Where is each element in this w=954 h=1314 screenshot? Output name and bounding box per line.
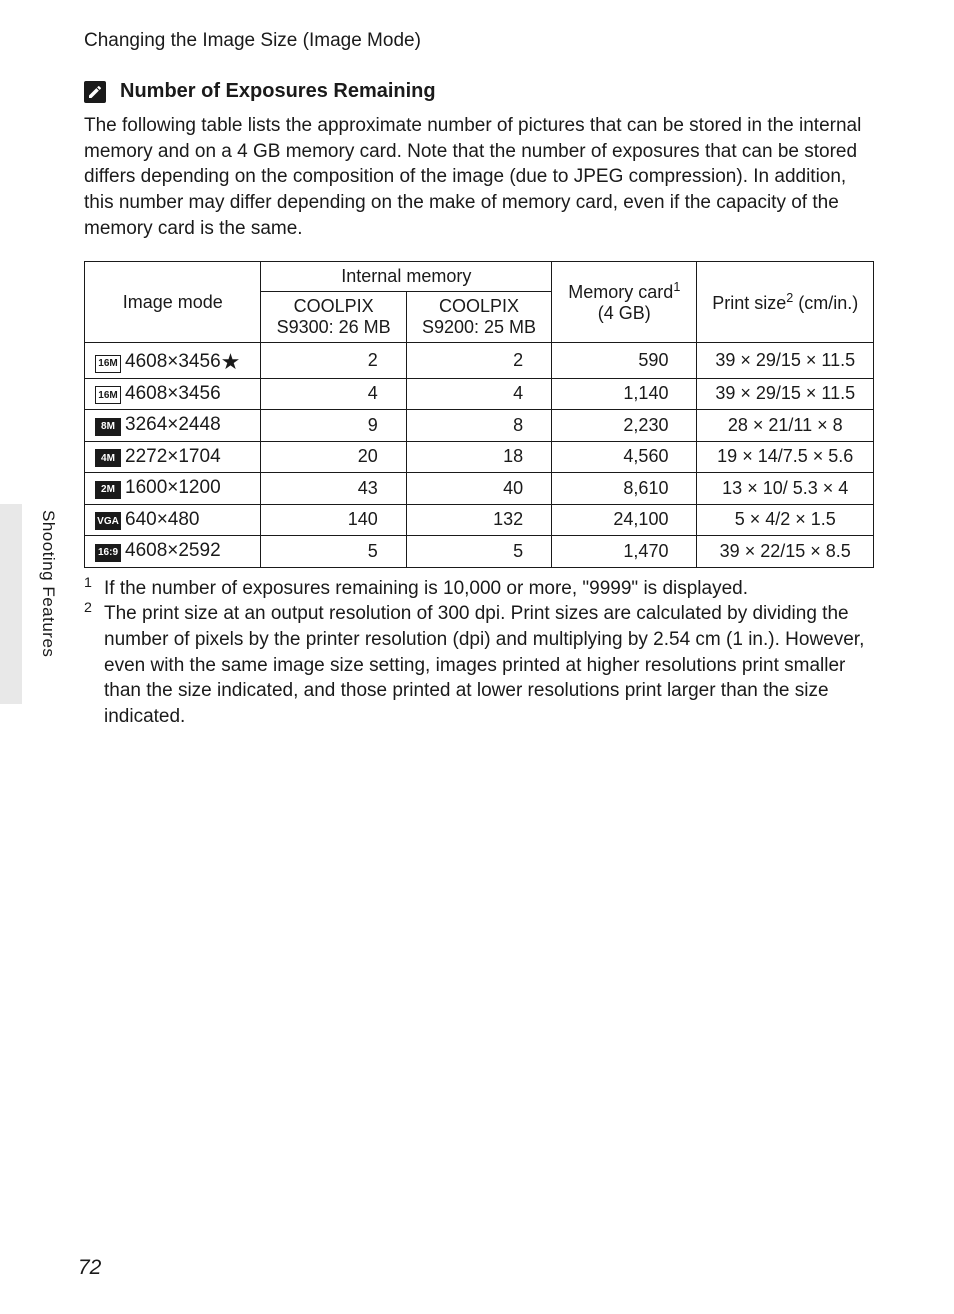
table-row: 4M2272×170420184,56019 × 14/7.5 × 5.6 <box>85 441 874 473</box>
table-row: VGA640×48014013224,1005 × 4/2 × 1.5 <box>85 504 874 536</box>
cell-print-size: 13 × 10/ 5.3 × 4 <box>697 473 874 505</box>
page-subtitle: Changing the Image Size (Image Mode) <box>84 30 874 52</box>
table-header-row-1: Image mode Internal memory Memory card1 … <box>85 262 874 292</box>
memory-card-label: Memory card <box>568 282 673 302</box>
cell-print-size: 39 × 29/15 × 11.5 <box>697 378 874 410</box>
footnotes: 1 If the number of exposures remaining i… <box>84 576 874 730</box>
cell-memory-card: 1,140 <box>552 378 697 410</box>
cell-print-size: 39 × 29/15 × 11.5 <box>697 343 874 379</box>
section-heading: Number of Exposures Remaining <box>120 80 436 103</box>
cell-print-size: 39 × 22/15 × 8.5 <box>697 536 874 568</box>
cell-internal-2: 2 <box>406 343 551 379</box>
col-header-coolpix-1: COOLPIX S9300: 26 MB <box>261 292 406 343</box>
section-heading-row: Number of Exposures Remaining <box>84 80 874 103</box>
print-size-unit: (cm/in.) <box>793 293 858 313</box>
mode-resolution: 4608×3456 <box>125 351 221 372</box>
cell-internal-1: 9 <box>261 410 406 442</box>
cell-internal-2: 4 <box>406 378 551 410</box>
cell-internal-1: 5 <box>261 536 406 568</box>
mode-size-icon: 4M <box>95 449 121 467</box>
cell-image-mode: 2M1600×1200 <box>85 473 261 505</box>
exposures-table: Image mode Internal memory Memory card1 … <box>84 261 874 568</box>
cell-internal-1: 43 <box>261 473 406 505</box>
cell-print-size: 28 × 21/11 × 8 <box>697 410 874 442</box>
col-header-memory-card: Memory card1 (4 GB) <box>552 262 697 343</box>
intro-paragraph: The following table lists the approximat… <box>84 113 874 241</box>
footnote-1: 1 If the number of exposures remaining i… <box>84 576 874 602</box>
footnote-2: 2 The print size at an output resolution… <box>84 601 874 729</box>
table-row: 8M3264×2448982,23028 × 21/11 × 8 <box>85 410 874 442</box>
footnote-2-marker: 2 <box>84 599 98 727</box>
coolpix2-capacity: S9200: 25 MB <box>417 317 541 338</box>
table-row: 2M1600×120043408,61013 × 10/ 5.3 × 4 <box>85 473 874 505</box>
cell-memory-card: 24,100 <box>552 504 697 536</box>
cell-image-mode: 16:94608×2592 <box>85 536 261 568</box>
col-header-coolpix-2: COOLPIX S9200: 25 MB <box>406 292 551 343</box>
cell-image-mode: 4M2272×1704 <box>85 441 261 473</box>
cell-memory-card: 590 <box>552 343 697 379</box>
memory-card-sup: 1 <box>673 280 680 294</box>
coolpix1-capacity: S9300: 26 MB <box>271 317 395 338</box>
cell-internal-2: 5 <box>406 536 551 568</box>
table-row: 16M4608×3456★2259039 × 29/15 × 11.5 <box>85 343 874 379</box>
footnote-1-text: If the number of exposures remaining is … <box>104 576 748 602</box>
col-header-image-mode: Image mode <box>85 262 261 343</box>
cell-internal-1: 4 <box>261 378 406 410</box>
mode-size-icon: 2M <box>95 481 121 499</box>
table-row: 16M4608×3456441,14039 × 29/15 × 11.5 <box>85 378 874 410</box>
mode-resolution: 1600×1200 <box>125 477 221 498</box>
cell-internal-1: 140 <box>261 504 406 536</box>
cell-internal-2: 132 <box>406 504 551 536</box>
mode-resolution: 3264×2448 <box>125 414 221 435</box>
cell-image-mode: 16M4608×3456 <box>85 378 261 410</box>
coolpix2-name: COOLPIX <box>417 296 541 317</box>
cell-memory-card: 8,610 <box>552 473 697 505</box>
table-row: 16:94608×2592551,47039 × 22/15 × 8.5 <box>85 536 874 568</box>
cell-memory-card: 4,560 <box>552 441 697 473</box>
mode-resolution: 4608×2592 <box>125 540 221 561</box>
mode-resolution: 640×480 <box>125 509 200 530</box>
star-icon: ★ <box>221 349 241 374</box>
mode-size-icon: 16M <box>95 355 121 373</box>
mode-resolution: 2272×1704 <box>125 446 221 467</box>
cell-memory-card: 1,470 <box>552 536 697 568</box>
cell-internal-2: 18 <box>406 441 551 473</box>
cell-print-size: 5 × 4/2 × 1.5 <box>697 504 874 536</box>
mode-size-icon: 16M <box>95 386 121 404</box>
coolpix1-name: COOLPIX <box>271 296 395 317</box>
col-header-print-size: Print size2 (cm/in.) <box>697 262 874 343</box>
page-content: Changing the Image Size (Image Mode) Num… <box>0 0 954 760</box>
mode-size-icon: VGA <box>95 512 121 530</box>
cell-image-mode: VGA640×480 <box>85 504 261 536</box>
col-header-internal-memory: Internal memory <box>261 262 552 292</box>
mode-size-icon: 8M <box>95 418 121 436</box>
cell-image-mode: 16M4608×3456★ <box>85 343 261 379</box>
footnote-1-marker: 1 <box>84 574 98 600</box>
cell-internal-2: 8 <box>406 410 551 442</box>
note-icon <box>84 81 106 103</box>
cell-internal-1: 20 <box>261 441 406 473</box>
cell-image-mode: 8M3264×2448 <box>85 410 261 442</box>
side-section-label: Shooting Features <box>38 510 58 657</box>
mode-size-icon: 16:9 <box>95 544 121 562</box>
footnote-2-text: The print size at an output resolution o… <box>104 601 874 729</box>
print-size-label: Print size <box>712 293 786 313</box>
cell-memory-card: 2,230 <box>552 410 697 442</box>
cell-internal-2: 40 <box>406 473 551 505</box>
memory-card-capacity: (4 GB) <box>562 303 686 324</box>
side-tab <box>0 504 22 704</box>
cell-internal-1: 2 <box>261 343 406 379</box>
page-number: 72 <box>78 1256 101 1280</box>
mode-resolution: 4608×3456 <box>125 383 221 404</box>
cell-print-size: 19 × 14/7.5 × 5.6 <box>697 441 874 473</box>
